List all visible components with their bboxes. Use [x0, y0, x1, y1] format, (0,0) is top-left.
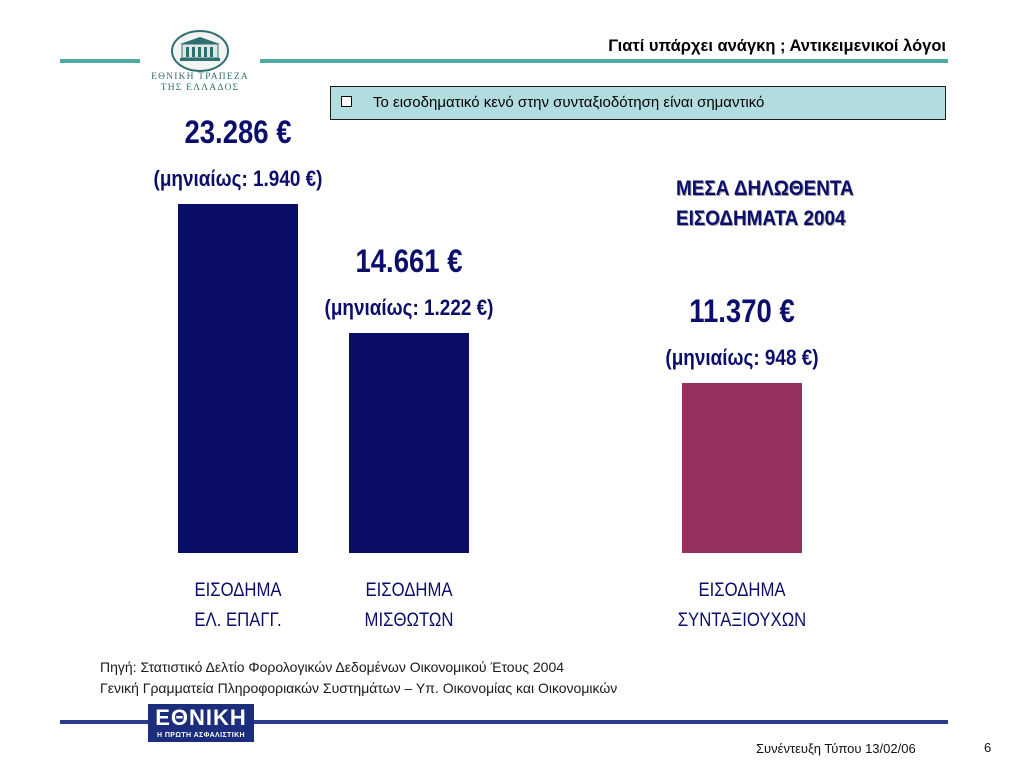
slide-title: Γιατί υπάρχει ανάγκη ; Αντικειμενικοί λό… — [608, 37, 946, 55]
bank-logo-text-line2: ΤΗΣ ΕΛΛΑΔΟΣ — [160, 83, 240, 93]
category-label-1: ΕΙΣΟΔΗΜΑ ΕΛ. ΕΠΑΓΓ. — [150, 576, 326, 636]
monthly-label-3: (μηνιαίως: 948 €) — [665, 345, 819, 370]
source-line-1: Πηγή: Στατιστικό Δελτίο Φορολογικών Δεδο… — [100, 659, 565, 675]
footer-rule — [60, 720, 948, 724]
monthly-label-1: (μηνιαίως: 1.940 €) — [153, 166, 323, 191]
ethniki-logo-text: ΕΘΝΙΚΗ — [155, 705, 247, 730]
chart-title-line1: ΜΕΣΑ ΔΗΛΩΘΕΝΤΑ — [676, 177, 854, 200]
bar-3 — [682, 383, 802, 553]
page-number: 6 — [984, 740, 992, 755]
source-line-2: Γενική Γραμματεία Πληροφοριακών Συστημάτ… — [100, 680, 618, 696]
category-label-3-line2: ΣΥΝΤΑΞΙΟΥΧΩΝ — [677, 610, 807, 631]
bank-logo-text: ΕΘΝΙΚΗ ΤΡΑΠΕΖΑ ΤΗΣ ΕΛΛΑΔΟΣ — [140, 72, 260, 94]
header-rule — [60, 59, 948, 63]
bar-1 — [178, 204, 298, 553]
category-label-1-line1: ΕΙΣΟΔΗΜΑ — [194, 580, 282, 601]
source-note: Πηγή: Στατιστικό Δελτίο Φορολογικών Δεδο… — [100, 657, 617, 699]
bank-building-icon — [171, 30, 229, 72]
value-label-3: 11.370 € — [689, 293, 795, 329]
ethniki-logo-subtitle: Η ΠΡΩΤΗ ΑΣΦΑΛΙΣΤΙΚΗ — [157, 732, 245, 739]
monthly-label-2: (μηνιαίως: 1.222 €) — [324, 295, 494, 320]
bar-2 — [349, 333, 469, 553]
callout-box — [330, 86, 946, 120]
square-bullet-icon — [341, 96, 352, 107]
value-label-1: 23.286 € — [184, 114, 292, 150]
chart-title: ΜΕΣΑ ΔΗΛΩΘΕΝΤΑ ΕΙΣΟΔΗΜΑΤΑ 2004 — [676, 174, 854, 234]
category-label-1-line2: ΕΛ. ΕΠΑΓΓ. — [194, 610, 282, 631]
category-label-2-line2: ΜΙΣΘΩΤΩΝ — [364, 610, 454, 631]
value-label-2: 14.661 € — [355, 243, 463, 279]
footer-event-text: Συνέντευξη Τύπου 13/02/06 — [756, 741, 916, 756]
bank-logo-text-line1: ΕΘΝΙΚΗ ΤΡΑΠΕΖΑ — [151, 72, 249, 82]
ethniki-insurance-logo — [148, 704, 254, 742]
category-label-2-line1: ΕΙΣΟΔΗΜΑ — [365, 580, 453, 601]
category-label-3: ΕΙΣΟΔΗΜΑ ΣΥΝΤΑΞΙΟΥΧΩΝ — [654, 576, 830, 636]
category-label-2: ΕΙΣΟΔΗΜΑ ΜΙΣΘΩΤΩΝ — [321, 576, 497, 636]
category-label-3-line1: ΕΙΣΟΔΗΜΑ — [698, 580, 786, 601]
callout-text: Το εισοδηματικό κενό στην συνταξιοδότηση… — [373, 94, 765, 111]
bank-logo — [140, 28, 260, 100]
chart-title-line2: ΕΙΣΟΔΗΜΑΤΑ 2004 — [676, 207, 846, 230]
